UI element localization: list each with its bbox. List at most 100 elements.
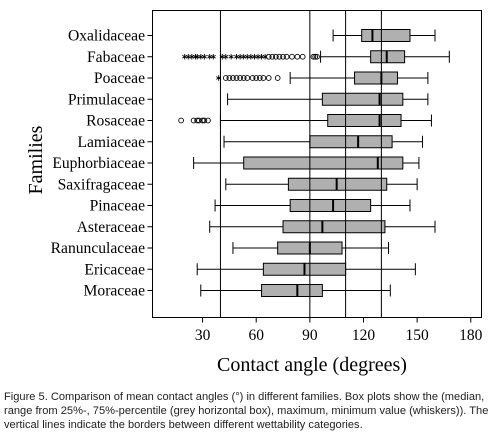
family-label-moraceae: Moraceae — [84, 283, 146, 300]
outlier-point — [253, 75, 260, 81]
extreme-point — [223, 54, 229, 60]
outlier-point — [222, 75, 229, 81]
outlier-point — [294, 53, 301, 60]
x-tick-label: 120 — [352, 327, 376, 344]
box-group-pinaceae — [214, 199, 411, 212]
outlier-point — [196, 117, 202, 124]
box-group-euphorbiaceae — [193, 156, 420, 170]
outlier-point — [283, 53, 290, 60]
x-tick-label: 30 — [195, 327, 211, 344]
family-label-rosaceae: Rosaceae — [86, 113, 145, 130]
outlier-point — [199, 117, 206, 124]
outlier-point — [280, 53, 286, 60]
outlier-point — [299, 53, 306, 60]
outlier-point — [265, 75, 272, 81]
family-label-oxalidaceae: Oxalidaceae — [68, 28, 145, 45]
outlier-point — [230, 75, 236, 81]
family-label-fabaceae: Fabaceae — [87, 49, 145, 66]
boxplot-chart: Oxalidaceae Fabaceae Poaceae Primulaceae Ros… — [25, 10, 483, 376]
outlier-point — [314, 53, 320, 60]
plot-frame — [152, 10, 482, 318]
x-tick-label: 60 — [248, 327, 264, 344]
x-tick-label: 150 — [406, 327, 430, 344]
outlier-point — [260, 75, 267, 81]
extreme-point — [189, 54, 195, 60]
family-label-primulaceae: Primulaceae — [68, 91, 145, 108]
box-group-ranunculaceae — [232, 241, 390, 255]
outlier-point — [240, 75, 247, 81]
extreme-point — [259, 54, 265, 60]
x-axis-label: Contact angle (degrees) — [217, 354, 407, 376]
family-label-ericaceae: Ericaceae — [84, 261, 145, 278]
outlier-point — [289, 53, 295, 60]
y-axis-label: Families — [25, 125, 47, 194]
outlier-point — [190, 117, 197, 124]
box-group-asteraceae — [209, 220, 436, 234]
family-label-ranunculaceae: Ranunculaceae — [51, 240, 145, 257]
family-label-poaceae: Poaceae — [94, 70, 145, 87]
outlier-point — [205, 117, 211, 124]
family-label-euphorbiaceae: Euphorbiaceae — [52, 155, 145, 172]
box-group-saxifragaceae — [225, 177, 418, 191]
extreme-point — [201, 54, 207, 60]
extreme-point — [228, 54, 234, 60]
outlier-point — [265, 53, 272, 60]
outlier-points-layer — [178, 53, 320, 124]
outlier-point — [237, 75, 243, 81]
box-pinaceae — [289, 199, 372, 212]
extreme-point — [255, 54, 261, 60]
family-label-lamiaceae: Lamiaceae — [77, 134, 145, 151]
box-group-oxalidaceae — [332, 29, 436, 42]
outlier-point — [178, 117, 184, 124]
outlier-point — [274, 75, 281, 81]
caption-line-3: vertical lines indicate the borders betw… — [4, 419, 363, 431]
box-lamiaceae — [309, 135, 393, 149]
figure-caption: Figure 5. Comparison of mean contact ang… — [4, 390, 488, 432]
box-group-fabaceae — [320, 50, 450, 64]
box-euphorbiaceae — [243, 156, 404, 170]
boxes-layer — [193, 29, 450, 297]
extreme-point — [251, 54, 257, 60]
extreme-point — [262, 54, 268, 60]
extreme-point — [241, 54, 247, 60]
box-group-rosaceae — [219, 114, 432, 127]
outlier-point — [276, 53, 283, 60]
box-rosaceae — [327, 114, 402, 127]
x-tick-label: 90 — [302, 327, 318, 344]
box-group-ericaceae — [196, 262, 416, 276]
box-oxalidaceae — [361, 29, 411, 42]
box-group-lamiaceae — [223, 135, 423, 149]
outlier-point — [249, 75, 256, 81]
box-group-moraceae — [200, 284, 391, 297]
x-tick-label: 180 — [459, 327, 483, 344]
box-group-poaceae — [289, 71, 429, 85]
outlier-point — [269, 53, 276, 60]
wettability-lines-layer — [219, 10, 382, 318]
outlier-point — [256, 75, 263, 81]
outlier-point — [273, 53, 279, 60]
outlier-point — [226, 75, 233, 81]
family-label-pinaceae: Pinaceae — [90, 198, 145, 215]
outlier-point — [233, 75, 240, 81]
box-primulaceae — [321, 92, 404, 106]
box-group-primulaceae — [227, 92, 429, 106]
extreme-point — [244, 54, 250, 60]
outlier-point — [201, 117, 208, 124]
family-label-asteraceae: Asteraceae — [77, 219, 145, 236]
extreme-point — [182, 54, 188, 60]
box-moraceae — [261, 284, 323, 297]
outlier-point — [244, 75, 251, 81]
extreme-point — [185, 54, 191, 60]
box-poaceae — [354, 71, 398, 85]
axes-layer: Oxalidaceae Fabaceae Poaceae Primulaceae Ros… — [51, 28, 483, 344]
outlier-point — [312, 53, 319, 60]
outlier-point — [194, 117, 201, 124]
extreme-point — [233, 54, 240, 60]
extreme-point — [237, 54, 243, 60]
box-asteraceae — [282, 220, 386, 234]
caption-line-1: Figure 5. Comparison of mean contact ang… — [4, 391, 485, 403]
family-label-saxifragaceae: Saxifragaceae — [58, 176, 146, 193]
outlier-point — [310, 53, 317, 60]
extreme-point — [198, 54, 204, 60]
